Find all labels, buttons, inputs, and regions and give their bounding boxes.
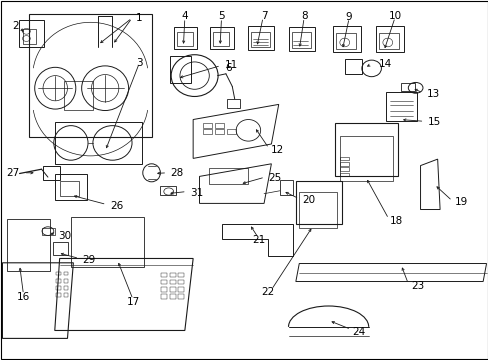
Bar xyxy=(63,286,68,290)
Bar xyxy=(339,167,348,171)
Bar xyxy=(176,32,192,46)
Bar xyxy=(339,136,392,181)
Bar xyxy=(55,122,142,164)
Bar xyxy=(178,294,184,299)
Bar xyxy=(178,273,184,277)
Text: 26: 26 xyxy=(110,201,123,211)
Bar xyxy=(209,168,248,184)
Text: 7: 7 xyxy=(260,11,267,21)
Bar xyxy=(332,26,360,52)
Bar xyxy=(160,186,176,195)
Bar xyxy=(170,294,176,299)
Bar xyxy=(400,83,414,91)
Text: 10: 10 xyxy=(388,11,401,21)
Bar xyxy=(215,129,224,134)
Text: 16: 16 xyxy=(17,292,30,302)
Text: 3: 3 xyxy=(136,58,142,68)
Text: 1: 1 xyxy=(136,13,142,23)
Bar xyxy=(339,173,348,176)
Bar xyxy=(295,181,342,224)
Text: 20: 20 xyxy=(302,195,315,205)
Text: 31: 31 xyxy=(189,188,203,198)
Bar xyxy=(41,228,55,235)
Text: 15: 15 xyxy=(427,117,440,127)
Bar xyxy=(178,280,184,284)
Bar xyxy=(170,287,176,292)
Bar xyxy=(29,14,151,137)
Bar xyxy=(248,26,273,50)
Text: 22: 22 xyxy=(261,287,274,297)
Bar xyxy=(227,129,236,134)
Bar xyxy=(213,32,229,46)
Text: 29: 29 xyxy=(82,255,95,265)
Bar xyxy=(170,273,176,277)
Bar xyxy=(251,32,269,47)
Bar xyxy=(56,279,61,283)
Bar xyxy=(56,286,61,290)
Text: 17: 17 xyxy=(126,297,140,307)
Bar xyxy=(7,219,50,271)
Text: 9: 9 xyxy=(345,12,352,22)
Bar xyxy=(60,181,79,196)
Bar xyxy=(227,99,239,108)
Bar xyxy=(63,293,68,297)
Bar xyxy=(210,27,233,49)
Bar xyxy=(161,294,167,299)
Bar xyxy=(63,279,68,283)
Bar xyxy=(161,280,167,284)
Bar xyxy=(173,27,197,49)
Bar xyxy=(378,33,398,49)
Bar xyxy=(339,157,348,160)
Text: 28: 28 xyxy=(170,168,183,178)
Bar xyxy=(23,29,36,44)
Text: 24: 24 xyxy=(351,327,365,337)
Text: 23: 23 xyxy=(410,281,423,291)
Text: 8: 8 xyxy=(300,11,307,21)
Text: 27: 27 xyxy=(6,168,20,178)
Bar xyxy=(170,56,190,83)
Bar xyxy=(339,162,348,166)
Bar xyxy=(299,192,337,228)
Bar xyxy=(71,217,144,267)
Text: 21: 21 xyxy=(252,235,265,245)
Text: 12: 12 xyxy=(270,145,283,156)
Bar xyxy=(53,242,68,255)
Bar xyxy=(63,81,93,110)
Bar xyxy=(19,20,44,47)
Text: 11: 11 xyxy=(224,60,238,70)
Bar xyxy=(178,287,184,292)
Text: 5: 5 xyxy=(218,11,224,21)
Bar xyxy=(375,26,403,52)
Bar xyxy=(334,123,397,176)
Bar xyxy=(203,123,211,128)
Bar xyxy=(55,174,86,200)
Bar xyxy=(386,92,416,121)
Bar xyxy=(288,27,315,51)
Text: 4: 4 xyxy=(181,11,188,21)
Bar xyxy=(161,273,167,277)
Bar xyxy=(56,293,61,297)
Bar xyxy=(43,166,60,180)
Text: 25: 25 xyxy=(267,173,281,183)
Text: 14: 14 xyxy=(378,59,391,69)
Bar xyxy=(344,59,361,74)
Text: 18: 18 xyxy=(389,216,403,226)
Text: 6: 6 xyxy=(225,63,232,73)
Text: 19: 19 xyxy=(454,197,467,207)
Text: 30: 30 xyxy=(58,231,71,241)
Bar xyxy=(63,272,68,275)
Bar xyxy=(170,280,176,284)
Bar xyxy=(203,129,211,134)
Bar xyxy=(291,32,310,48)
Text: 13: 13 xyxy=(426,89,439,99)
Bar xyxy=(161,287,167,292)
Bar xyxy=(279,180,293,195)
Bar xyxy=(215,123,224,128)
Bar xyxy=(56,272,61,275)
Text: 2: 2 xyxy=(12,21,19,31)
Bar xyxy=(335,33,355,49)
